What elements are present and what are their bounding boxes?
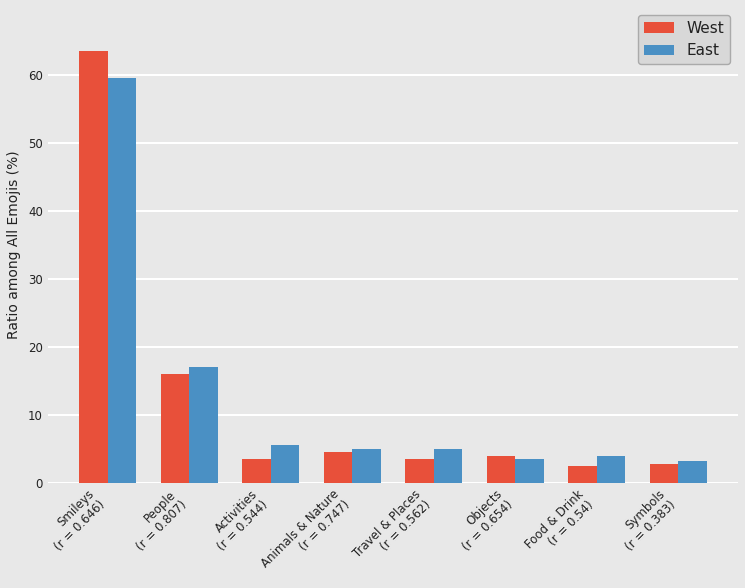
Bar [189, 368, 218, 483]
Bar [405, 459, 434, 483]
Bar [79, 51, 107, 483]
Bar [650, 464, 678, 483]
Bar [270, 446, 299, 483]
Bar [597, 456, 625, 483]
Bar [160, 374, 189, 483]
Bar [678, 461, 707, 483]
Bar [352, 449, 381, 483]
Bar [568, 466, 597, 483]
Y-axis label: Ratio among All Emojis (%): Ratio among All Emojis (%) [7, 151, 21, 339]
Bar [107, 78, 136, 483]
Legend: West, East: West, East [638, 15, 730, 65]
Bar [434, 449, 462, 483]
Bar [515, 459, 544, 483]
Bar [486, 456, 515, 483]
Bar [323, 452, 352, 483]
Bar [242, 459, 270, 483]
